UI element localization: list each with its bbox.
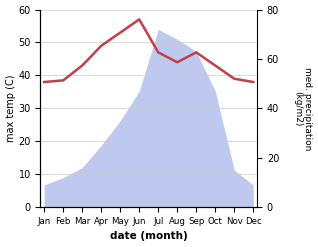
- Y-axis label: max temp (C): max temp (C): [5, 75, 16, 142]
- Y-axis label: med. precipitation
(kg/m2): med. precipitation (kg/m2): [293, 67, 313, 150]
- X-axis label: date (month): date (month): [110, 231, 188, 242]
